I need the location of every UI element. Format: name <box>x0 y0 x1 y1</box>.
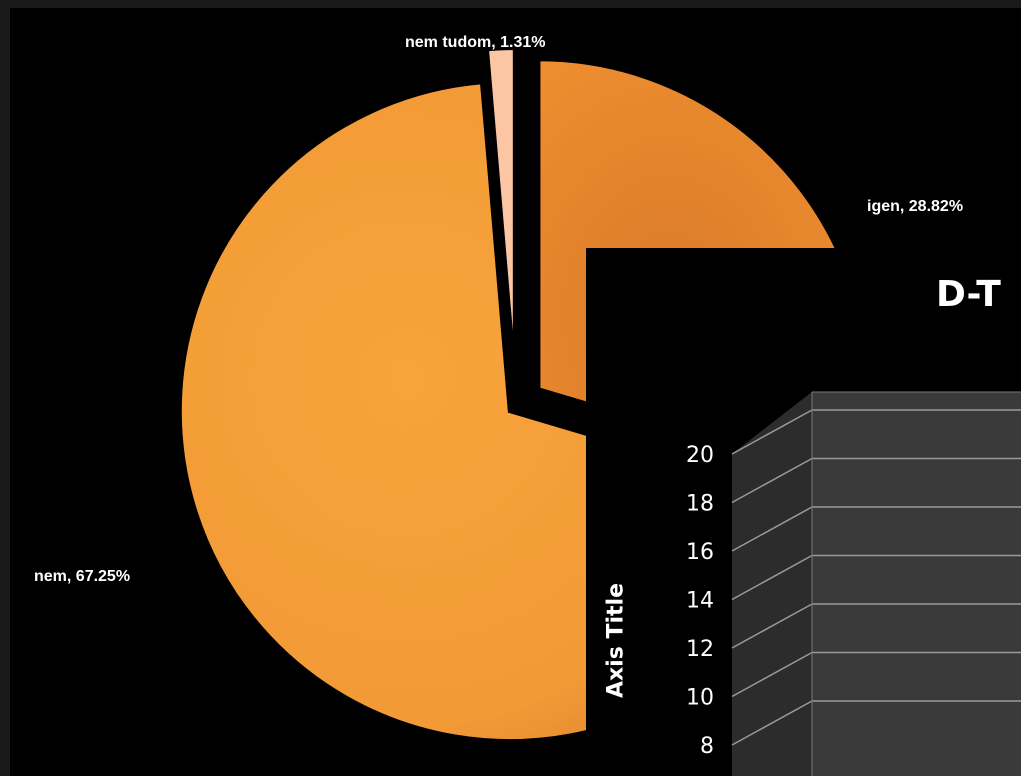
pie-slice-nem-tudom <box>484 46 517 379</box>
gridline-depth <box>731 603 813 649</box>
gridline-depth <box>731 700 813 746</box>
bar-chart-overlay: 20181614121086 D-T Axis Title <box>586 248 1021 776</box>
y-tick-label: 16 <box>686 540 714 565</box>
gridline-depth <box>731 457 813 504</box>
y-tick-label: 8 <box>700 734 714 759</box>
bar-chart-title: D-T <box>936 274 1001 315</box>
y-tick-label: 20 <box>686 443 714 468</box>
bar-chart: 20181614121086 <box>686 391 1021 776</box>
y-tick-label: 10 <box>686 686 714 711</box>
gridline-depth <box>731 409 813 455</box>
y-axis-title: Axis Title <box>603 582 629 699</box>
pie-label-igen: igen, 28.82% <box>867 198 964 215</box>
y-tick-label: 12 <box>686 637 714 662</box>
chart-side-wall <box>732 392 812 776</box>
gridline-depth <box>731 554 813 601</box>
chart-frame: nem tudom, 1.31% igen, 28.82% nem, 67.25… <box>10 8 1021 776</box>
gridline-depth <box>731 506 813 552</box>
y-tick-label: 14 <box>686 589 714 614</box>
pie-label-nem-tudom: nem tudom, 1.31% <box>405 34 546 51</box>
pie-label-nem: nem, 67.25% <box>34 568 131 585</box>
gridline-depth <box>731 651 813 698</box>
y-tick-label: 18 <box>686 492 714 517</box>
